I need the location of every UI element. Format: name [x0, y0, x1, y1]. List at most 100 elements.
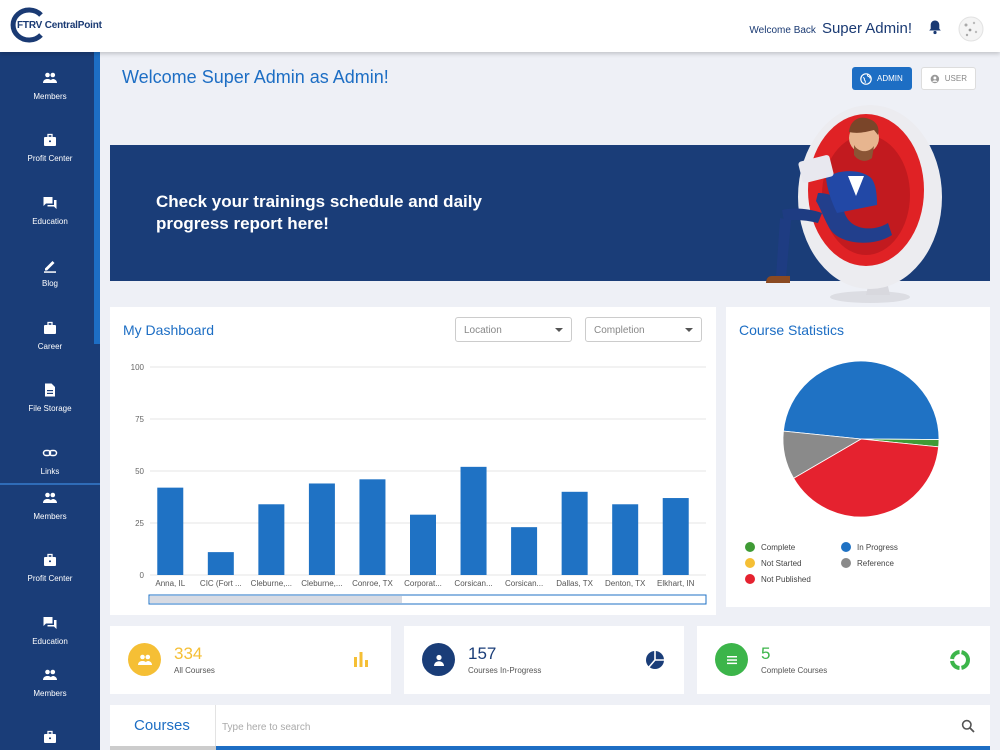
dashboard-card: My Dashboard Location Completion 0 25 50 75…	[110, 307, 716, 615]
chat-icon	[43, 617, 57, 629]
bar[interactable]	[207, 552, 234, 575]
bell-icon[interactable]	[927, 19, 943, 35]
sidebar-scrollbar[interactable]	[94, 52, 100, 344]
members-icon	[43, 72, 57, 83]
pie-slice[interactable]	[782, 430, 863, 479]
chart-scrollbar-thumb[interactable]	[150, 596, 402, 603]
file-icon	[45, 383, 55, 397]
bar[interactable]	[561, 491, 588, 575]
course-statistics-title: Course Statistics	[739, 322, 845, 338]
sidebar-item-links[interactable]: Links	[0, 445, 100, 476]
sidebar-item-education-2[interactable]: Education	[0, 615, 100, 646]
kpi-value: 334	[174, 644, 203, 663]
list-icon	[726, 655, 737, 664]
sidebar-item-profit-center-2[interactable]: Profit Center	[0, 552, 100, 583]
kpi-complete-courses[interactable]: 5 Complete Courses	[697, 626, 990, 694]
welcome-message: Welcome Back Super Admin!	[749, 20, 912, 37]
search-icon[interactable]	[961, 719, 975, 733]
welcome-prefix: Welcome Back	[749, 25, 816, 36]
sidebar-item-label: Education	[32, 637, 68, 646]
pie-chart-icon	[646, 651, 664, 669]
legend-not-started[interactable]: Not Started	[745, 558, 801, 568]
y-tick-label: 75	[135, 415, 144, 424]
chart-scrollbar-track[interactable]	[148, 594, 707, 605]
pencil-icon	[44, 261, 56, 273]
bar[interactable]	[662, 498, 689, 575]
legend-in-progress[interactable]: In Progress	[841, 542, 898, 552]
bar[interactable]	[308, 483, 335, 575]
person-icon	[433, 654, 444, 666]
logo-icon[interactable]	[8, 7, 48, 43]
legend-dot	[745, 574, 755, 584]
sidebar-item-label: Education	[32, 217, 68, 226]
tab-courses[interactable]: Courses	[110, 705, 216, 750]
kpi-courses-in-progress[interactable]: 157 Courses In-Progress	[404, 626, 684, 694]
user-button[interactable]: USER	[921, 67, 976, 90]
x-tick-label: Dallas, TX	[556, 579, 593, 588]
banner-text: Check your trainings schedule and daily …	[156, 192, 482, 233]
search-input[interactable]	[222, 717, 922, 737]
logo-text[interactable]: FTRV CentralPoint	[17, 20, 102, 31]
y-tick-label: 50	[135, 467, 144, 476]
sidebar-item-label: Members	[33, 92, 67, 101]
x-tick-label: Anna, IL	[155, 579, 185, 588]
admin-button[interactable]: ADMIN	[852, 67, 912, 90]
bar[interactable]	[460, 466, 487, 575]
legend-complete[interactable]: Complete	[745, 542, 795, 552]
legend-not-published[interactable]: Not Published	[745, 574, 811, 584]
sidebar-item-education[interactable]: Education	[0, 195, 100, 226]
sidebar-item-career[interactable]: Career	[0, 320, 100, 351]
briefcase-icon	[44, 133, 56, 146]
completion-select-label: Completion	[594, 325, 645, 336]
sidebar-item-label: Blog	[41, 279, 58, 288]
sidebar-item-blog[interactable]: Blog	[0, 257, 100, 288]
sidebar-item-label: Career	[37, 342, 63, 351]
bar-chart-icon	[354, 652, 368, 667]
x-tick-label: CIC (Fort ...	[200, 579, 242, 588]
sidebar-item-profit-center[interactable]: Profit Center	[0, 132, 100, 163]
pie-slice[interactable]	[793, 438, 940, 518]
top-header: FTRV CentralPoint Welcome Back Super Admi…	[0, 0, 1000, 52]
sidebar-item-label: Members	[33, 689, 67, 698]
kpi-value: 5	[761, 644, 771, 663]
x-tick-label: Elkhart, IN	[657, 579, 695, 588]
completion-select[interactable]: Completion	[585, 317, 702, 342]
bar[interactable]	[157, 487, 184, 575]
dashboard-title: My Dashboard	[123, 322, 215, 338]
page-title: Welcome Super Admin as Admin!	[122, 67, 389, 87]
bar[interactable]	[511, 527, 538, 575]
pie-slice[interactable]	[782, 360, 940, 440]
kpi-label: Complete Courses	[761, 666, 828, 675]
members-icon	[43, 492, 57, 503]
legend-dot	[745, 558, 755, 568]
legend-label: Complete	[761, 542, 796, 552]
sidebar-item-label: File Storage	[28, 404, 72, 413]
y-tick-label: 25	[135, 519, 144, 528]
bar[interactable]	[359, 479, 386, 575]
location-select[interactable]: Location	[455, 317, 572, 342]
bar[interactable]	[258, 504, 285, 575]
y-tick-label: 0	[140, 571, 145, 580]
sidebar-item-label: Profit Center	[27, 154, 73, 163]
tab-underline	[110, 746, 216, 750]
x-tick-label: Corsican...	[454, 579, 492, 588]
avatar[interactable]	[958, 16, 984, 42]
sidebar-item-members[interactable]: Members	[0, 70, 100, 101]
sidebar-item-label: Profit Center	[27, 574, 73, 583]
sidebar-item-profit-center-3[interactable]	[0, 729, 100, 750]
man-in-egg-chair-illustration	[766, 105, 942, 303]
x-tick-label: Corsican...	[505, 579, 543, 588]
pie-chart	[782, 360, 940, 518]
link-icon	[42, 449, 58, 457]
legend-dot	[745, 542, 755, 552]
kpi-all-courses[interactable]: 334 All Courses	[110, 626, 391, 694]
sidebar-item-members-2[interactable]: Members	[0, 490, 100, 521]
bar[interactable]	[410, 514, 436, 575]
sidebar-item-file-storage[interactable]: File Storage	[0, 382, 100, 413]
bar[interactable]	[612, 504, 639, 575]
admin-button-label: ADMIN	[877, 74, 903, 83]
sidebar-item-members-3[interactable]: Members	[0, 667, 100, 698]
sidebar: Members Profit Center Education Blog Car…	[0, 52, 100, 750]
y-tick-label: 100	[131, 363, 145, 372]
legend-reference[interactable]: Reference	[841, 558, 894, 568]
